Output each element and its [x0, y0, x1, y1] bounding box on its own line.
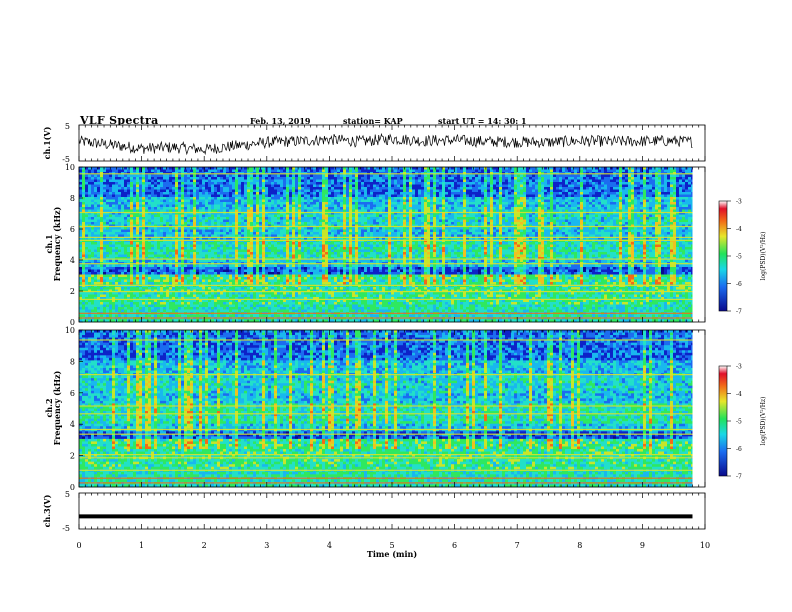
- time-tick-label: 7: [515, 541, 520, 550]
- colorbar-tick-label: -5: [736, 419, 742, 426]
- vlf-figure: 5 -5 ch.1(V) 0246810 ch.1 Frequency (kHz…: [0, 0, 792, 612]
- colorbar-tick-label: -7: [736, 309, 742, 316]
- ch2-spectrogram: [79, 330, 705, 487]
- ch2-colorbar-gradient: [719, 366, 727, 476]
- ch2-spectrogram-ylabel: Frequency (kHz): [52, 370, 62, 445]
- ch1-spectrogram-ylabel: Frequency (kHz): [52, 206, 62, 281]
- frequency-tick-label: 10: [65, 326, 75, 335]
- colorbar-tick-label: -7: [736, 474, 742, 481]
- ch2-colorbar: -3 -4 -5 -6 -7 log(PSD)(V²/Hz): [719, 364, 767, 481]
- frequency-tick-label: 4: [70, 256, 75, 265]
- time-tick-label: 10: [700, 541, 710, 550]
- ch2-colorbar-ticks: -3 -4 -5 -6 -7: [727, 364, 742, 481]
- x-axis-label: Time (min): [367, 549, 417, 559]
- ch3-ytick-top: 5: [65, 490, 70, 499]
- time-tick-label: 4: [327, 541, 332, 550]
- frequency-tick-label: 6: [70, 389, 75, 398]
- ch2-colorbar-label: log(PSD)(V²/Hz): [760, 397, 767, 446]
- time-tick-label: 3: [264, 541, 269, 550]
- time-tick-label: 1: [139, 541, 144, 550]
- ch3-waveform-frame: [79, 493, 705, 529]
- colorbar-tick-label: -4: [736, 391, 742, 398]
- ch1-spectrogram: [79, 167, 705, 322]
- frequency-tick-label: 10: [65, 163, 75, 172]
- colorbar-tick-label: -6: [736, 281, 742, 288]
- frequency-tick-label: 2: [70, 452, 75, 461]
- ch1-colorbar: -3 -4 -5 -6 -7 log(PSD)(V²/Hz): [719, 199, 767, 316]
- time-tick-label: 0: [76, 541, 81, 550]
- colorbar-tick-label: -5: [736, 254, 742, 261]
- time-tick-label: 9: [640, 541, 645, 550]
- time-tick-label: 2: [202, 541, 207, 550]
- ch3-waveform-ylabel: ch.3(V): [42, 494, 52, 527]
- colorbar-tick-label: -4: [736, 226, 742, 233]
- ch1-colorbar-label: log(PSD)(V²/Hz): [760, 232, 767, 281]
- time-tick-label: 8: [577, 541, 582, 550]
- ch1-ytick-top: 5: [65, 122, 70, 131]
- frequency-tick-label: 4: [70, 420, 75, 429]
- ch1-waveform-ylabel: ch.1(V): [42, 126, 52, 159]
- ch1-waveform-frame: [79, 125, 705, 161]
- colorbar-tick-label: -3: [736, 364, 742, 371]
- frequency-tick-label: 8: [70, 194, 75, 203]
- frequency-tick-label: 6: [70, 225, 75, 234]
- frequency-tick-label: 8: [70, 357, 75, 366]
- frequency-tick-label: 2: [70, 287, 75, 296]
- time-tick-label: 6: [452, 541, 457, 550]
- colorbar-tick-label: -3: [736, 199, 742, 206]
- ch1-colorbar-ticks: -3 -4 -5 -6 -7: [727, 199, 742, 316]
- colorbar-tick-label: -6: [736, 446, 742, 453]
- frequency-tick-label: 0: [70, 483, 75, 492]
- ch1-colorbar-gradient: [719, 201, 727, 311]
- ch3-ytick-bottom: -5: [62, 524, 70, 533]
